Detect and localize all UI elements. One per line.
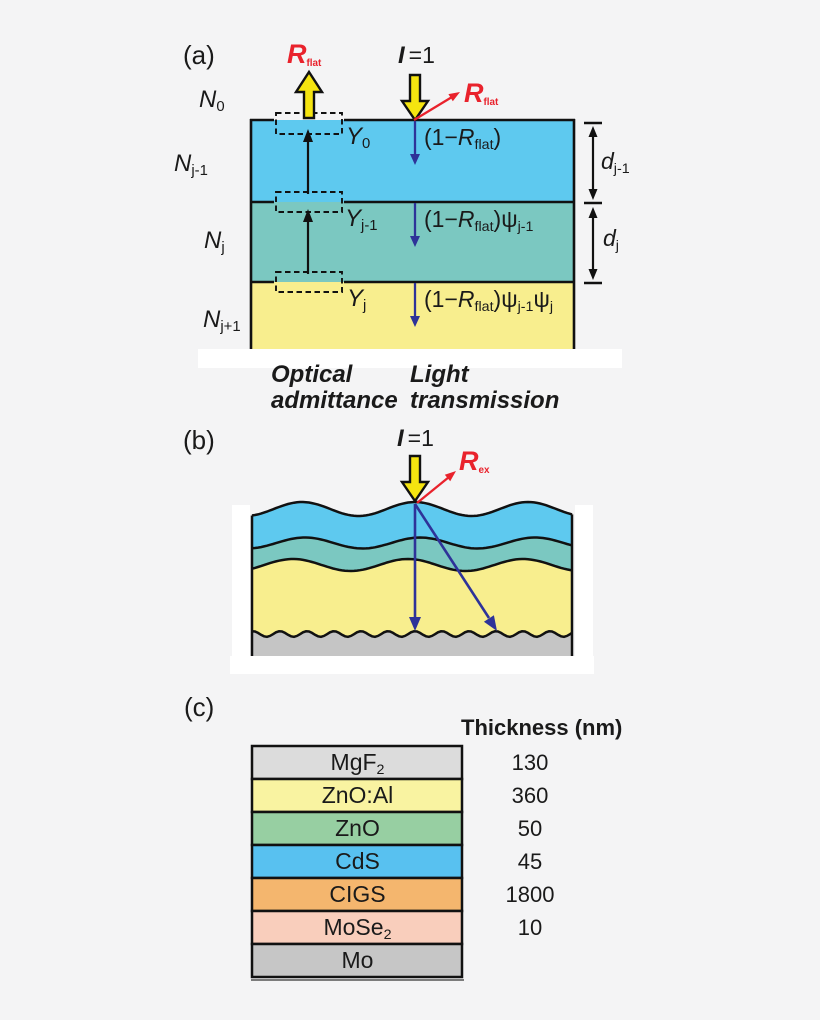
stack-rect-znoal: [250, 777, 464, 814]
optical-admittance-caption: Optical admittance: [271, 361, 398, 414]
panel-a-white-mask: [198, 349, 622, 368]
incident-intensity-label-a: I =1: [398, 42, 435, 69]
medium-nj+1-label: Nj+1: [203, 306, 241, 336]
stack-rect-mo: [250, 942, 464, 979]
panel-b-white-left: [232, 505, 250, 658]
stack-layer-cds: CdS: [335, 848, 380, 874]
reflectance-ex-label: Rex: [459, 446, 490, 476]
stack-layer-znoal: ZnO:Al: [321, 782, 394, 808]
thickness-value-znoal: 360: [511, 783, 549, 808]
panel-c-label: (c): [184, 692, 215, 722]
transmission-formula-2: (1−Rflat)ψj-1: [424, 206, 534, 235]
panel-a-reflected-arrow: [293, 69, 325, 120]
panel-a-thickness-dimension: [584, 121, 602, 285]
panel-b-incident-arrow: [399, 454, 431, 504]
medium-n0-label: N0: [199, 86, 225, 116]
thickness-value-zno: 50: [517, 816, 543, 841]
admittance-y0-label: Y0: [346, 123, 371, 153]
panel-b-wavy-structure: [250, 500, 574, 657]
admittance-yj-label: Yj: [347, 285, 367, 315]
thickness-value-cds: 45: [517, 849, 543, 874]
thickness-dj-label: dj: [603, 225, 619, 254]
thickness-dj-1-label: dj-1: [601, 148, 630, 177]
panel-a-incident-arrow: [399, 73, 431, 123]
panel-c-layer-stack: [250, 744, 464, 979]
thickness-value-mgf2: 130: [511, 750, 549, 775]
stack-layer-mgf2: MgF2: [330, 749, 385, 778]
light-transmission-caption: Light transmission: [410, 361, 560, 414]
medium-nj-label: Nj: [204, 227, 225, 257]
reflectance-flat-top-label: Rflat: [287, 39, 322, 69]
medium-nj-1-label: Nj-1: [174, 150, 208, 180]
admittance-yj-1-label: Yj-1: [345, 205, 378, 235]
stack-rect-mgf2: [250, 744, 464, 781]
stack-layer-zno: ZnO: [335, 815, 380, 841]
panel-b-white-right: [575, 505, 593, 658]
reflectance-flat-diag-label: Rflat: [464, 78, 499, 108]
thickness-value-cigs: 1800: [505, 882, 555, 907]
transmission-formula-3: (1−Rflat)ψj-1ψj: [424, 286, 554, 315]
panel-b-white-bottom: [230, 656, 594, 674]
stack-rect-zno: [250, 810, 464, 847]
panel-a-reflection-ray: [413, 92, 460, 121]
panel-a-admittance-arrows: [303, 129, 313, 274]
panel-a-transmission-arrows: [410, 121, 420, 327]
panel-b-label: (b): [183, 425, 215, 455]
stack-layer-mose2: MoSe2: [323, 914, 392, 943]
panel-b-reflection-ray: [416, 471, 456, 504]
stack-rect-cigs: [250, 876, 464, 913]
stack-layer-mo: Mo: [341, 947, 374, 973]
stack-layer-cigs: CIGS: [329, 881, 386, 907]
panel-a-layer-stack: [249, 118, 576, 350]
thickness-column-header: Thickness (nm): [461, 715, 623, 740]
transmission-formula-1: (1−Rflat): [424, 124, 502, 153]
thickness-value-mose2: 10: [517, 915, 543, 940]
panel-a-label: (a): [183, 40, 215, 70]
incident-intensity-label-b: I =1: [397, 425, 434, 452]
panel-b-transmission-arrows: [409, 503, 497, 631]
